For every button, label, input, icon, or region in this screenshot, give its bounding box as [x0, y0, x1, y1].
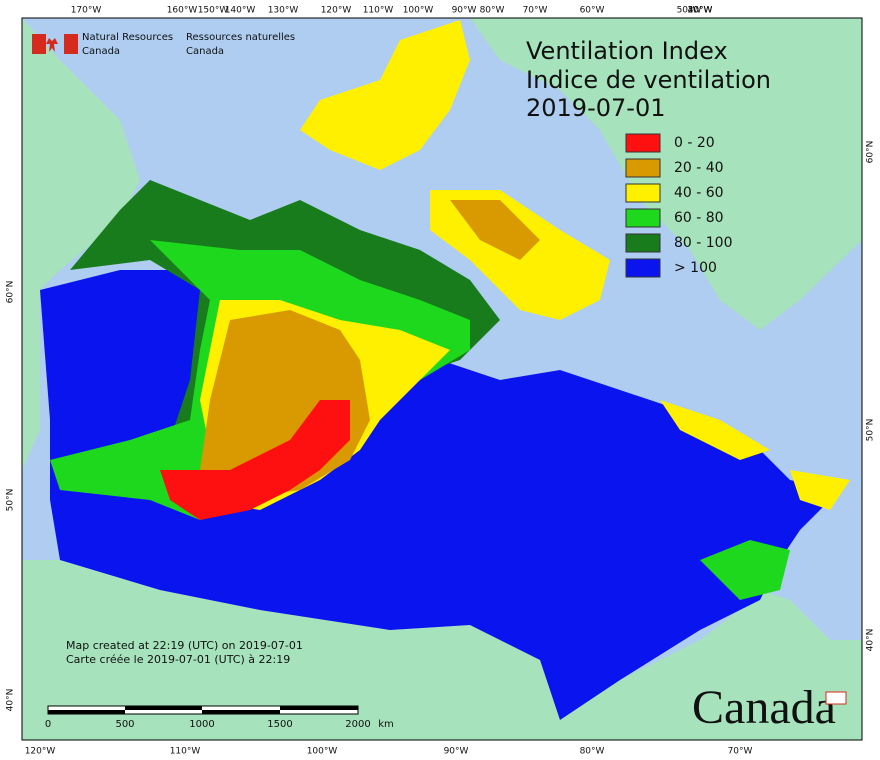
longitude-label: 90°W	[452, 6, 477, 16]
legend-label: 80 - 100	[674, 235, 733, 251]
flag-bar	[32, 34, 46, 54]
map-frame	[21, 17, 863, 741]
scale-seg	[280, 706, 358, 710]
agency-en-country: Canada	[82, 46, 120, 57]
longitude-label: 50°W	[677, 6, 702, 16]
longitude-label: 60°W	[580, 6, 605, 16]
legend-swatch	[625, 208, 661, 228]
scale-seg	[48, 710, 125, 714]
labrador-coast	[660, 400, 770, 460]
legend-label: 0 - 20	[674, 135, 715, 151]
legend-label: 60 - 80	[674, 210, 724, 226]
latitude-label: 40°N	[866, 629, 876, 652]
longitude-label: 80°W	[580, 747, 605, 757]
longitude-label: 110°W	[363, 6, 394, 16]
alaska	[22, 18, 140, 470]
longitude-label: 20°W	[688, 6, 713, 16]
maple-leaf	[46, 38, 58, 52]
latitude-label: 60°N	[6, 281, 16, 304]
legend-label: 20 - 40	[674, 160, 724, 176]
region-0-20	[160, 400, 350, 520]
legend-swatch	[625, 258, 661, 278]
longitude-label: 70°W	[523, 6, 548, 16]
longitude-label: 160°W	[167, 6, 198, 16]
longitude-label: 30°W	[688, 6, 713, 16]
created-note-en: Map created at 22:19 (UTC) on 2019-07-01	[66, 639, 303, 652]
scale-label: 1500	[267, 719, 292, 730]
longitude-label: 80°W	[480, 6, 505, 16]
legend-swatch	[625, 158, 661, 178]
usa	[22, 560, 862, 740]
longitude-label: 150°W	[198, 6, 229, 16]
latitude-label: 50°N	[6, 489, 16, 512]
title-fr: Indice de ventilation	[526, 66, 771, 94]
newfoundland	[790, 470, 850, 510]
scale-label: 0	[45, 719, 51, 730]
greenland	[470, 18, 862, 330]
scale-seg	[202, 710, 280, 714]
scale-label: 2000	[345, 719, 370, 730]
longitude-label: 40°W	[688, 6, 713, 16]
legend-swatch	[625, 233, 661, 253]
title-en: Ventilation Index	[526, 37, 728, 65]
latitude-label: 50°N	[866, 419, 876, 442]
scale-seg	[125, 706, 202, 710]
title-date: 2019-07-01	[526, 94, 665, 122]
longitude-label: 130°W	[268, 6, 299, 16]
canada-wordmark: Canada	[692, 681, 836, 734]
arctic-islands	[300, 20, 470, 170]
longitude-label: 140°W	[225, 6, 256, 16]
legend-label: 40 - 60	[674, 185, 724, 201]
agency-fr-country: Canada	[186, 46, 224, 57]
longitude-label: 110°W	[170, 747, 201, 757]
legend-swatch	[625, 183, 661, 203]
longitude-label: 90°W	[444, 747, 469, 757]
longitude-label: 120°W	[25, 747, 56, 757]
longitude-label: 70°W	[728, 747, 753, 757]
agency-en: Natural Resources	[82, 32, 173, 43]
scale-label: 1000	[189, 719, 214, 730]
maritimes	[700, 540, 790, 600]
latitude-label: 60°N	[866, 141, 876, 164]
created-note-fr: Carte créée le 2019-07-01 (UTC) à 22:19	[66, 653, 290, 666]
scale-label: 500	[115, 719, 134, 730]
agency-fr: Ressources naturelles	[186, 32, 295, 43]
latitude-label: 40°N	[6, 689, 16, 712]
flag-bar	[64, 34, 78, 54]
legend-label: > 100	[674, 260, 717, 276]
longitude-label: 120°W	[321, 6, 352, 16]
baffin-orange	[450, 200, 540, 260]
scale-label: km	[378, 719, 394, 730]
longitude-label: 170°W	[71, 6, 102, 16]
legend-swatch	[625, 133, 661, 153]
wordmark-flag	[825, 691, 847, 705]
longitude-label: 100°W	[307, 747, 338, 757]
scale-bar	[47, 705, 359, 715]
longitude-label: 100°W	[403, 6, 434, 16]
